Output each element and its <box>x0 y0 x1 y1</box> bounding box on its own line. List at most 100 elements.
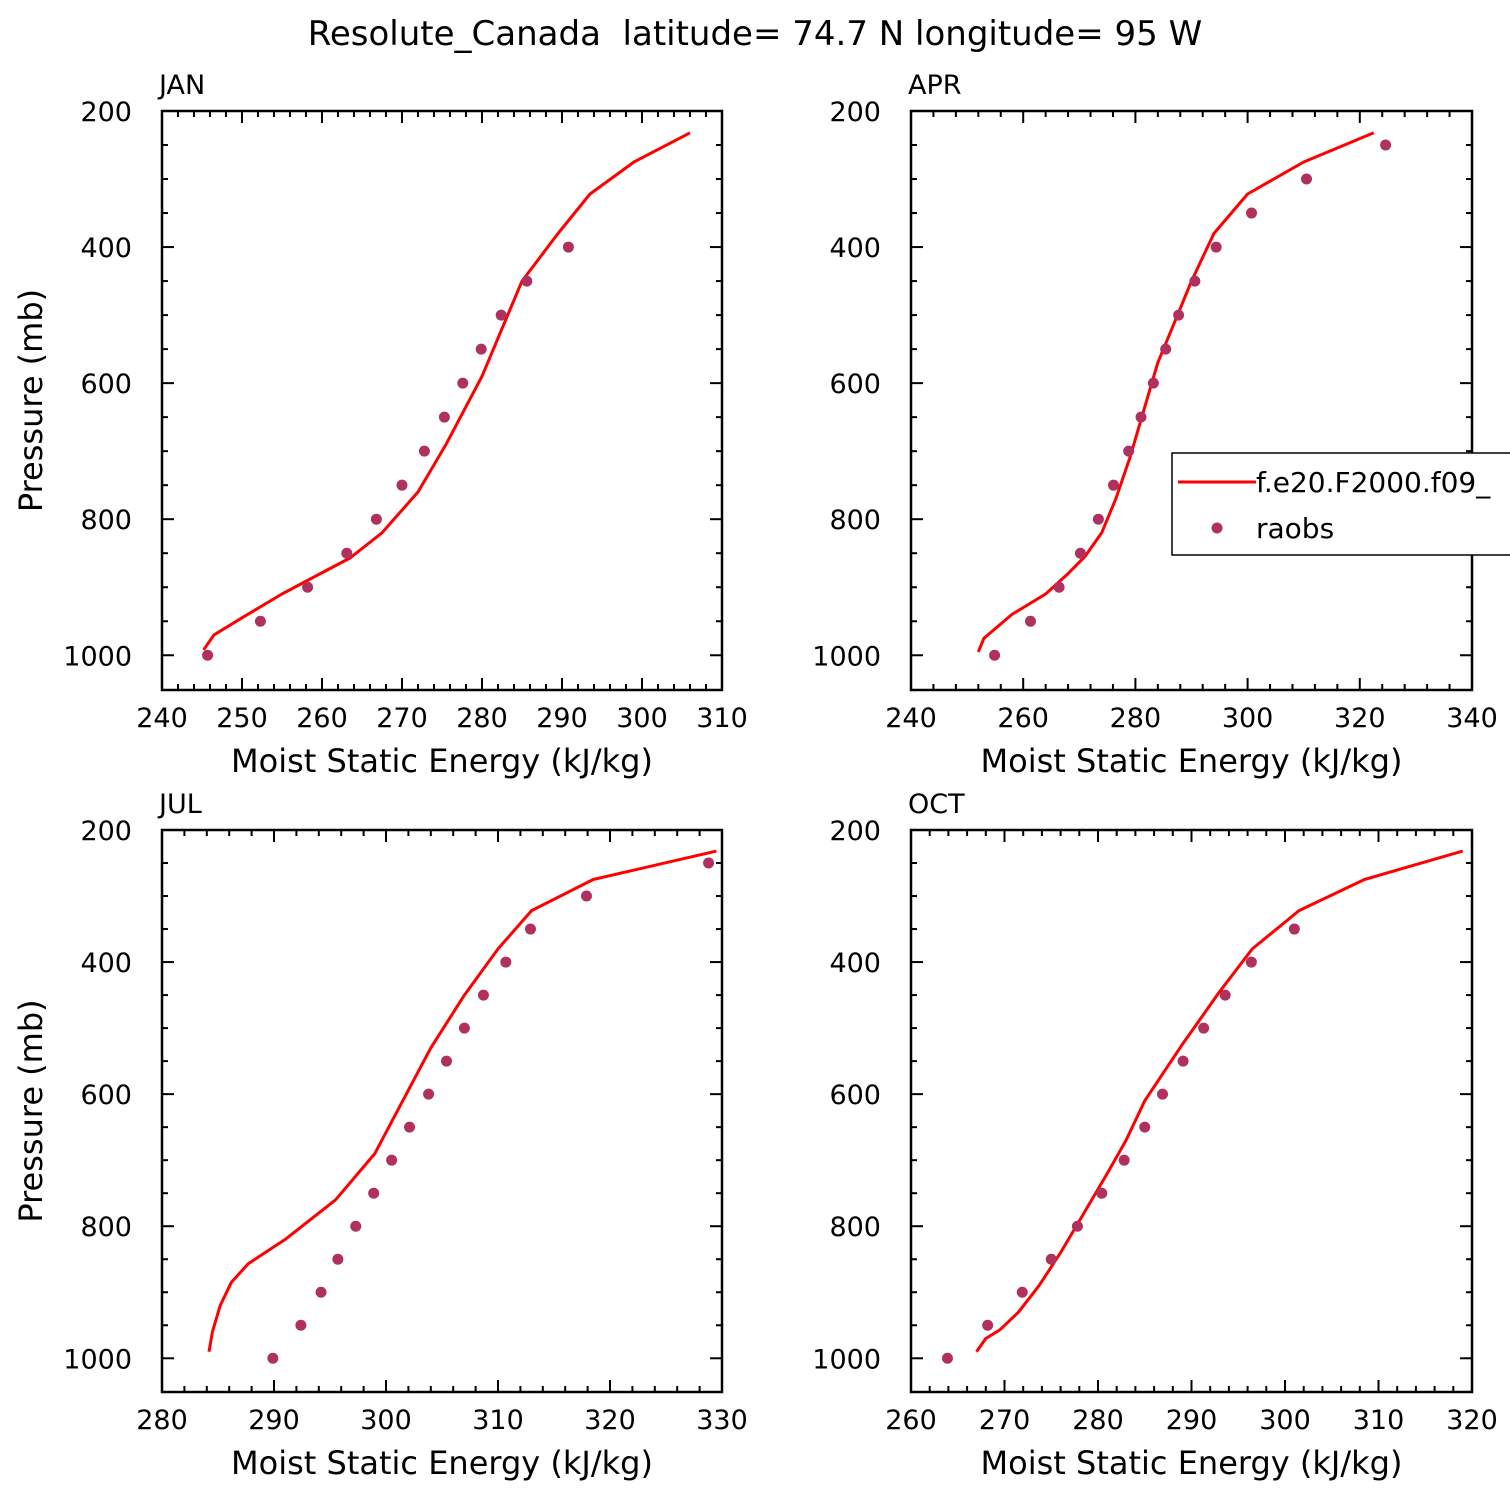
x-tick-label: 340 <box>1446 703 1498 734</box>
x-axis-label: Moist Static Energy (kJ/kg) <box>231 742 653 780</box>
y-tick-label: 200 <box>829 97 881 128</box>
raobs-point <box>941 1352 953 1364</box>
raobs-point <box>1288 923 1300 935</box>
plot-frame <box>909 828 1474 1394</box>
raobs-point <box>1074 547 1086 559</box>
raobs-point <box>1096 1187 1108 1199</box>
raobs-point <box>477 989 489 1001</box>
legend-label-obs: raobs <box>1256 512 1334 545</box>
raobs-point <box>386 1154 398 1166</box>
plot-frame <box>909 109 1474 692</box>
raobs-point <box>703 857 715 869</box>
raobs-point <box>418 445 430 457</box>
panel-title: APR <box>908 70 962 101</box>
raobs-point <box>396 479 408 491</box>
legend-label-model: f.e20.F2000.f09_ <box>1256 466 1491 499</box>
raobs-point <box>458 1022 470 1034</box>
panel-title: OCT <box>908 789 965 820</box>
raobs-point <box>1160 343 1172 355</box>
raobs-point <box>295 1319 307 1331</box>
y-tick-label: 800 <box>829 1212 881 1243</box>
y-tick-label: 200 <box>829 816 881 847</box>
figure-title: Resolute_Canada latitude= 74.7 N longitu… <box>308 14 1202 54</box>
raobs-point <box>1210 241 1222 253</box>
raobs-point <box>1139 1121 1151 1133</box>
plot-frame <box>160 828 724 1394</box>
raobs-point <box>982 1319 994 1331</box>
y-tick-label: 400 <box>829 233 881 264</box>
x-axis-label: Moist Static Energy (kJ/kg) <box>981 1444 1403 1482</box>
x-tick-label: 300 <box>1222 703 1274 734</box>
y-tick-label: 1000 <box>812 641 881 672</box>
y-tick-label: 600 <box>829 1080 881 1111</box>
x-tick-label: 310 <box>696 703 748 734</box>
legend-dot-swatch <box>1211 522 1223 534</box>
y-tick-label: 1000 <box>63 641 132 672</box>
raobs-point <box>332 1253 344 1265</box>
raobs-point <box>1189 275 1201 287</box>
y-axis-label: Pressure (mb) <box>12 999 50 1222</box>
x-tick-label: 320 <box>1334 703 1386 734</box>
y-tick-label: 600 <box>80 1080 132 1111</box>
raobs-point <box>989 649 1001 661</box>
y-tick-label: 600 <box>80 369 132 400</box>
raobs-point <box>440 1055 452 1067</box>
raobs-point <box>1246 207 1258 219</box>
raobs-point <box>562 241 574 253</box>
x-tick-label: 320 <box>1446 1405 1498 1436</box>
y-tick-label: 800 <box>80 505 132 536</box>
raobs-point <box>580 890 592 902</box>
raobs-point <box>1135 411 1147 423</box>
model-line <box>207 849 717 1352</box>
panel-apr: APR Moist Static Energy (kJ/kg) 240 260 28… <box>812 70 1497 780</box>
raobs-point <box>475 343 487 355</box>
raobs-point <box>521 275 533 287</box>
panel-title: JUL <box>157 789 202 820</box>
y-tick-label: 200 <box>80 97 132 128</box>
raobs-point <box>1173 309 1185 321</box>
panel-oct: OCT Moist Static Energy (kJ/kg) 260 270 28… <box>812 789 1497 1482</box>
raobs-point <box>423 1088 435 1100</box>
raobs-point <box>1053 581 1065 593</box>
raobs-point <box>1118 1154 1130 1166</box>
raobs-point <box>267 1352 279 1364</box>
x-tick-label: 260 <box>885 1405 937 1436</box>
legend-box <box>1171 452 1510 556</box>
raobs-point <box>368 1187 380 1199</box>
raobs-point <box>1219 989 1231 1001</box>
model-line <box>975 849 1464 1353</box>
x-tick-label: 280 <box>1072 1405 1124 1436</box>
y-axis-label: Pressure (mb) <box>12 289 50 512</box>
x-tick-label: 290 <box>248 1405 300 1436</box>
y-tick-label: 1000 <box>812 1344 881 1375</box>
raobs-point <box>302 581 314 593</box>
y-tick-label: 400 <box>80 233 132 264</box>
x-axis-label: Moist Static Energy (kJ/kg) <box>231 1444 653 1482</box>
panel-jul: JUL Moist Static Energy (kJ/kg) Pressure… <box>12 789 748 1482</box>
x-axis-label: Moist Static Energy (kJ/kg) <box>981 742 1403 780</box>
raobs-point <box>1177 1055 1189 1067</box>
raobs-point <box>1245 956 1257 968</box>
x-tick-label: 300 <box>1259 1405 1311 1436</box>
raobs-point <box>202 649 214 661</box>
x-tick-label: 290 <box>536 703 588 734</box>
y-tick-label: 800 <box>829 505 881 536</box>
raobs-point <box>1092 513 1104 525</box>
raobs-point <box>1147 377 1159 389</box>
raobs-point <box>404 1121 416 1133</box>
plot-frame <box>160 109 724 692</box>
raobs-point <box>457 377 469 389</box>
x-tick-label: 280 <box>1110 703 1162 734</box>
x-tick-label: 250 <box>216 703 268 734</box>
x-tick-label: 240 <box>885 703 937 734</box>
raobs-point <box>1157 1088 1169 1100</box>
x-tick-label: 310 <box>472 1405 524 1436</box>
x-tick-label: 310 <box>1353 1405 1405 1436</box>
y-tick-label: 600 <box>829 369 881 400</box>
model-line <box>976 131 1375 653</box>
panel-title: JAN <box>157 70 205 101</box>
x-tick-label: 290 <box>1166 1405 1218 1436</box>
raobs-point <box>1198 1022 1210 1034</box>
x-tick-label: 300 <box>616 703 668 734</box>
